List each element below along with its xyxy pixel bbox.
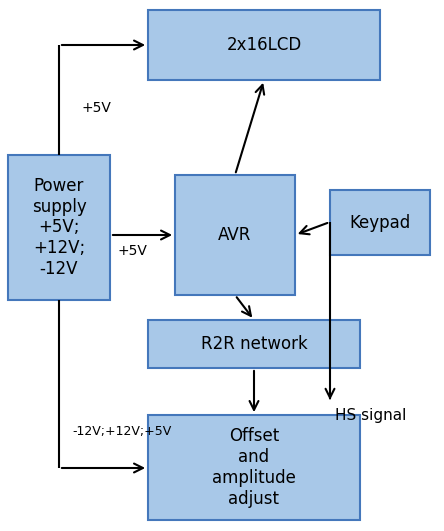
Bar bbox=[175, 175, 295, 295]
Bar bbox=[148, 320, 360, 368]
Bar bbox=[8, 155, 110, 300]
Text: 2x16LCD: 2x16LCD bbox=[226, 36, 301, 54]
Text: -12V;+12V;+5V: -12V;+12V;+5V bbox=[72, 425, 171, 439]
Text: Power
supply
+5V;
+12V;
-12V: Power supply +5V; +12V; -12V bbox=[32, 177, 87, 278]
Bar bbox=[148, 415, 360, 520]
Text: Keypad: Keypad bbox=[349, 213, 411, 232]
Text: AVR: AVR bbox=[218, 226, 252, 244]
Text: HS signal: HS signal bbox=[335, 408, 406, 423]
Text: Offset
and
amplitude
adjust: Offset and amplitude adjust bbox=[212, 427, 296, 508]
Text: R2R network: R2R network bbox=[201, 335, 307, 353]
Text: +5V: +5V bbox=[118, 244, 148, 258]
Bar bbox=[148, 10, 380, 80]
Text: +5V: +5V bbox=[82, 101, 112, 115]
Bar bbox=[330, 190, 430, 255]
